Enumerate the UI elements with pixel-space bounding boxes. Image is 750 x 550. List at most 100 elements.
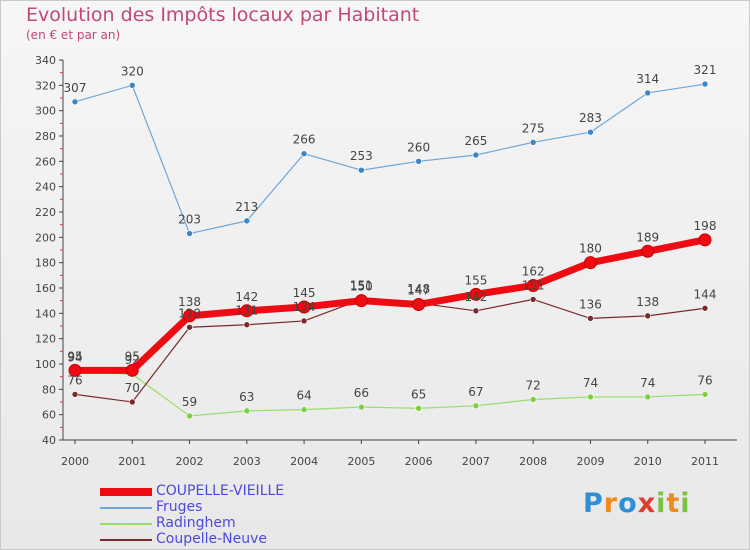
data-label-coupelle-neuve: 76: [67, 373, 82, 387]
series-line-radinghem: [74, 371, 706, 417]
data-point-coupelle-vieille: [354, 294, 368, 308]
data-point-coupelle-vieille: [698, 233, 712, 247]
logo-letter: P: [583, 488, 604, 519]
data-point-coupelle-neuve: [472, 307, 480, 315]
y-tick-label: 140: [35, 307, 56, 320]
data-point-fruges: [472, 151, 480, 159]
data-point-coupelle-vieille: [641, 244, 655, 258]
series-line-fruges: [74, 83, 706, 235]
data-point-coupelle-neuve: [128, 398, 136, 406]
data-point-coupelle-neuve: [71, 391, 79, 398]
data-label-coupelle-vieille: 142: [235, 290, 258, 304]
data-point-coupelle-neuve: [529, 296, 537, 303]
data-label-coupelle-neuve: 131: [235, 304, 258, 318]
data-label-radinghem: 74: [583, 376, 598, 390]
data-point-radinghem: [472, 402, 480, 410]
logo-letter: x: [637, 488, 657, 519]
data-label-radinghem: 59: [182, 395, 197, 409]
data-label-coupelle-neuve: 144: [694, 287, 717, 301]
y-tick-label: 80: [42, 383, 56, 396]
data-label-fruges: 213: [235, 200, 258, 214]
x-tick-label: 2004: [290, 455, 318, 468]
chart-legend: COUPELLE-VIEILLE Fruges Radinghem Coupelle-…: [100, 483, 360, 548]
proxiti-logo: Proxiti: [583, 488, 691, 519]
data-point-fruges: [71, 98, 79, 106]
data-label-fruges: 265: [464, 134, 487, 148]
legend-item-fruges: Fruges: [100, 499, 360, 516]
data-label-fruges: 314: [636, 72, 659, 86]
data-label-coupelle-vieille: 155: [464, 273, 487, 287]
y-tick-label: 160: [35, 282, 56, 295]
x-tick-label: 2006: [405, 455, 433, 468]
y-tick-label: 320: [35, 79, 56, 92]
data-point-fruges: [701, 80, 709, 88]
data-point-coupelle-vieille: [583, 256, 597, 270]
data-point-coupelle-neuve: [644, 312, 652, 320]
x-tick-label: 2001: [118, 455, 146, 468]
chart-subtitle: (en € et par an): [26, 28, 121, 42]
data-point-fruges: [529, 139, 537, 146]
y-tick-label: 40: [42, 434, 56, 447]
data-point-radinghem: [186, 412, 193, 420]
y-tick-label: 120: [35, 333, 56, 346]
data-label-coupelle-vieille: 147: [407, 283, 430, 297]
data-label-fruges: 275: [522, 121, 545, 135]
logo-letter: t: [666, 488, 681, 519]
data-point-radinghem: [701, 391, 709, 398]
data-point-coupelle-neuve: [186, 323, 193, 331]
data-point-radinghem: [415, 405, 422, 412]
data-label-coupelle-vieille: 138: [178, 295, 201, 309]
data-label-radinghem: 92: [125, 353, 140, 367]
data-label-fruges: 203: [178, 213, 201, 227]
legend-label: Radinghem: [156, 515, 236, 531]
data-point-coupelle-vieille: [469, 287, 483, 301]
data-label-radinghem: 64: [296, 389, 311, 403]
x-tick-label: 2005: [347, 455, 375, 468]
y-tick-label: 100: [35, 358, 56, 371]
data-label-coupelle-vieille: 95: [67, 349, 82, 363]
data-label-coupelle-neuve: 129: [178, 306, 201, 320]
legend-item-radinghem: Radinghem: [100, 515, 360, 532]
data-point-coupelle-neuve: [243, 321, 251, 329]
data-label-radinghem: 72: [526, 378, 541, 392]
data-point-coupelle-vieille: [297, 300, 311, 314]
data-label-coupelle-vieille: 145: [293, 286, 316, 300]
data-point-coupelle-neuve: [701, 304, 709, 312]
x-tick-label: 2011: [691, 455, 719, 468]
legend-label: COUPELLE-VIEILLE: [156, 483, 285, 499]
data-label-coupelle-neuve: 134: [293, 300, 316, 314]
y-tick-label: 220: [35, 206, 56, 219]
x-tick-label: 2007: [462, 455, 490, 468]
data-label-fruges: 321: [694, 63, 717, 77]
data-label-coupelle-neuve: 142: [464, 290, 487, 304]
legend-swatch: [100, 507, 152, 509]
data-point-coupelle-vieille: [125, 363, 139, 377]
x-tick-label: 2000: [61, 455, 89, 468]
series-line-coupelle-vieille: [71, 236, 709, 374]
data-label-coupelle-neuve: 151: [522, 278, 545, 292]
data-point-fruges: [243, 217, 251, 225]
data-label-fruges: 320: [121, 64, 144, 78]
data-point-coupelle-vieille: [183, 309, 197, 323]
data-point-fruges: [358, 166, 365, 174]
data-label-coupelle-neuve: 70: [125, 381, 140, 395]
data-label-fruges: 260: [407, 140, 430, 154]
y-tick-label: 200: [35, 231, 56, 244]
data-point-radinghem: [243, 407, 251, 415]
x-tick-label: 2008: [519, 455, 547, 468]
y-tick-label: 240: [35, 181, 56, 194]
data-label-radinghem: 67: [468, 385, 483, 399]
y-tick-label: 180: [35, 257, 56, 270]
legend-label: Coupelle-Neuve: [156, 531, 268, 547]
data-point-fruges: [415, 158, 422, 165]
data-point-coupelle-vieille: [412, 297, 426, 311]
data-point-fruges: [300, 150, 308, 158]
logo-letter: i: [680, 488, 691, 519]
data-point-fruges: [587, 128, 594, 136]
y-tick-label: 260: [35, 155, 56, 168]
legend-swatch: [100, 488, 152, 496]
data-label-radinghem: 65: [411, 387, 426, 401]
data-point-fruges: [644, 89, 652, 97]
